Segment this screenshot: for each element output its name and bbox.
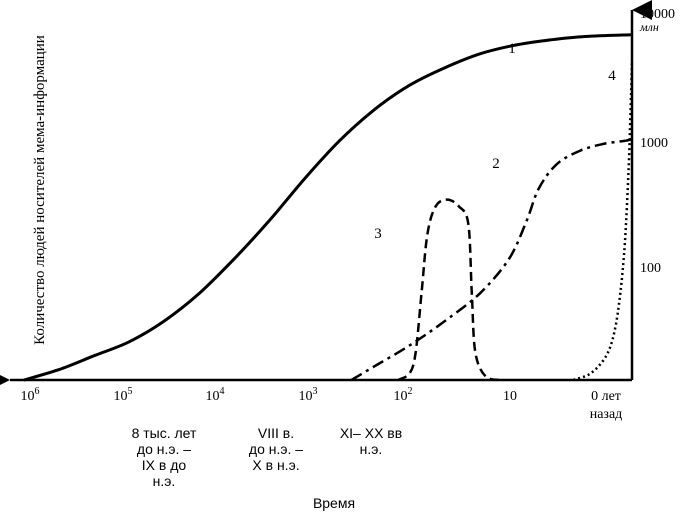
- curves: [23, 33, 634, 382]
- x-tick-label: 103: [299, 386, 318, 404]
- epoch-label-line: н.э.: [153, 473, 176, 489]
- series-2-line: [350, 137, 633, 382]
- epoch-label-line: VIII в.: [258, 425, 294, 441]
- y-axis-label: Количество людей носителей мема-информац…: [32, 35, 48, 345]
- epoch-label-line: X в н.э.: [252, 457, 299, 473]
- y-unit: млн: [639, 20, 659, 34]
- epoch-label-line: до н.э. –: [137, 441, 191, 457]
- x-axis-label: Время: [313, 495, 355, 511]
- x-tick-label: 105: [114, 386, 133, 404]
- series-1-label: 1: [508, 41, 516, 57]
- epoch-label-line: н.э.: [360, 441, 383, 457]
- series-1-line: [23, 33, 633, 382]
- series-4-label: 4: [608, 68, 616, 84]
- x-tick-label: 10: [503, 389, 517, 404]
- series-2-label: 2: [492, 156, 500, 172]
- epoch-label-line: до н.э. –: [249, 441, 303, 457]
- series-3-label: 3: [374, 226, 382, 242]
- x-tick-label-line2: назад: [590, 407, 623, 422]
- x-tick-label: 106: [21, 386, 40, 404]
- y-tick-label: 1000: [640, 136, 668, 151]
- series-4-line: [573, 60, 634, 382]
- epoch-label-line: XI– XX вв: [340, 425, 402, 441]
- x-ticks: 106 105 104 103 102 10 0 лет назад: [21, 386, 623, 422]
- y-ticks: 10000 1000 100: [640, 7, 675, 276]
- y-tick-label: 10000: [640, 7, 675, 22]
- x-tick-label: 0 лет: [591, 389, 621, 404]
- epoch-label-line: IX в до: [142, 457, 187, 473]
- epoch-label-line: 8 тыс. лет: [132, 425, 197, 441]
- series-3-line: [397, 198, 504, 382]
- y-tick-label: 100: [640, 261, 661, 276]
- x-tick-label: 102: [394, 386, 413, 404]
- axes: [0, 0, 652, 390]
- x-tick-label: 104: [206, 386, 225, 404]
- curve-labels: 1 2 3 4: [374, 41, 616, 242]
